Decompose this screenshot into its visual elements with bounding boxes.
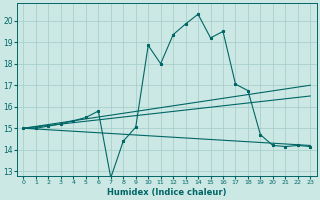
X-axis label: Humidex (Indice chaleur): Humidex (Indice chaleur)	[107, 188, 227, 197]
